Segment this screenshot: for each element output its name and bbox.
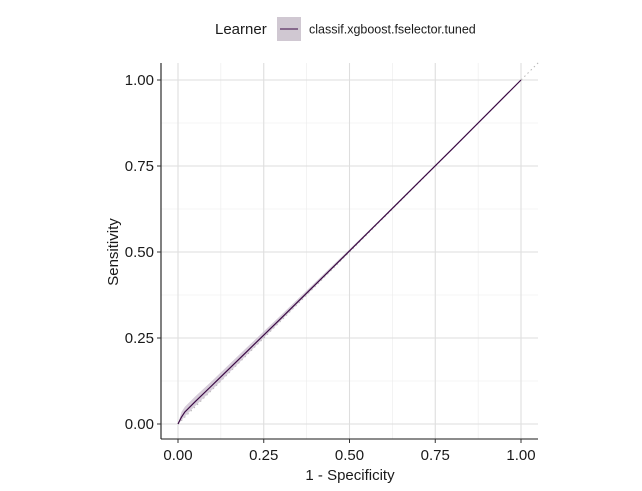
y-tick-label: 1.00 [125, 72, 154, 89]
x-tick-label: 0.25 [249, 447, 278, 464]
x-tick-label: 0.00 [163, 447, 192, 464]
legend-title: Learner [215, 21, 267, 38]
plot-area [177, 61, 540, 425]
y-axis-title: Sensitivity [105, 218, 122, 286]
legend: Learner classif.xgboost.fselector.tuned [215, 17, 476, 41]
y-tick-label: 0.50 [125, 244, 154, 261]
x-axis-title: 1 - Specificity [305, 467, 395, 484]
x-tick-label: 0.50 [335, 447, 364, 464]
roc-curve-line [177, 79, 522, 425]
x-tick-label: 1.00 [506, 447, 535, 464]
y-tick-label: 0.00 [125, 416, 154, 433]
y-tick-label: 0.75 [125, 158, 154, 175]
x-tick-label: 0.75 [421, 447, 450, 464]
y-tick-label: 0.25 [125, 330, 154, 347]
axes: 0.00 0.25 0.50 0.75 1.00 0.00 0.25 0.50 0.75 1.00 [125, 63, 538, 464]
legend-entry-label: classif.xgboost.fselector.tuned [309, 23, 476, 37]
